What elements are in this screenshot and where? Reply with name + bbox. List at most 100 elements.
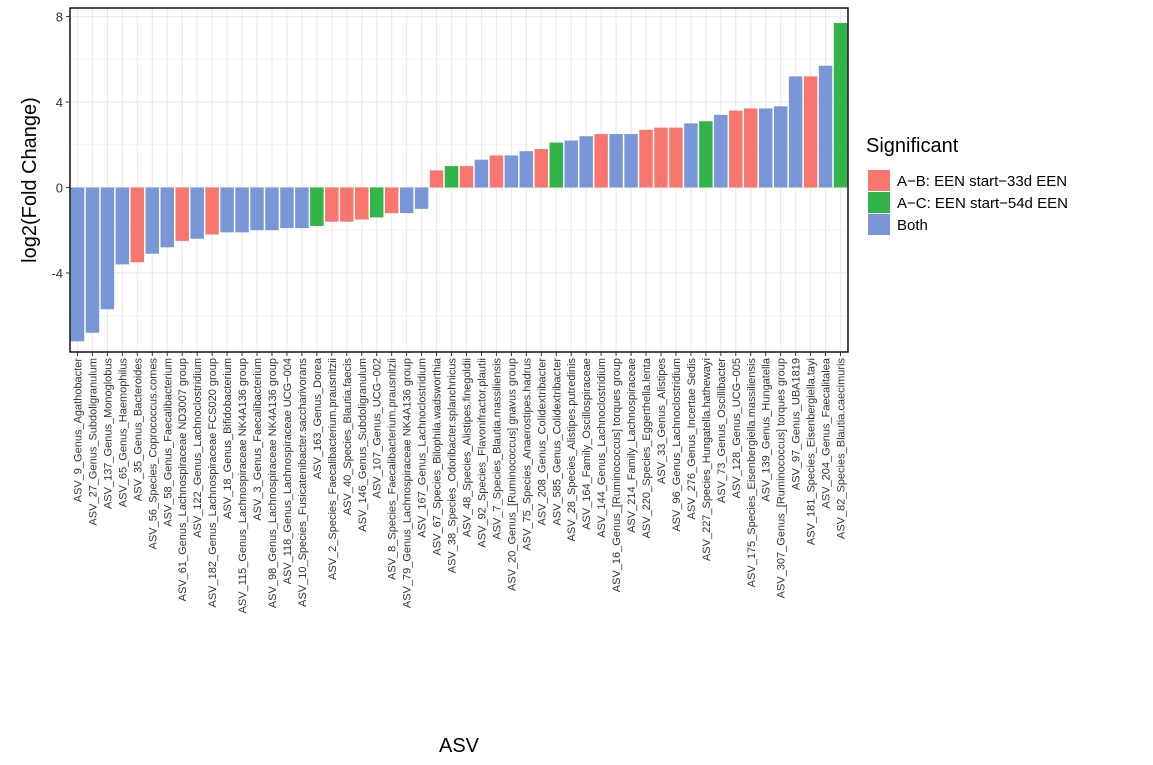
bar <box>594 134 608 188</box>
x-tick-label: ASV_35_Genus_Bacteroides <box>132 358 144 502</box>
x-tick-label: ASV_139_Genus_Hungatella <box>761 357 773 502</box>
y-tick-label: 4 <box>56 95 63 110</box>
bar <box>325 187 339 222</box>
bar <box>235 187 249 233</box>
bar <box>489 155 504 188</box>
x-tick-label: ASV_3_Genus_Faecalibacterium <box>252 358 264 521</box>
x-tick-label: ASV_115_Genus_Lachnospiraceae NK4A136 gr… <box>237 358 249 613</box>
bar <box>429 170 444 188</box>
bar <box>818 65 833 188</box>
x-tick-label: ASV_48_Species_Alistipes.finegoldii <box>461 358 473 537</box>
bar <box>459 166 474 188</box>
bar <box>758 108 773 188</box>
x-axis: ASV_9_Genus_Agathobacter ASV_27_Genus_Sub… <box>72 352 848 613</box>
x-tick-label: ASV_182_Genus_Lachnospiraceae FCS020 gro… <box>207 358 219 608</box>
x-tick-label: ASV_33_Genus_Alistipes <box>656 357 668 483</box>
bar <box>175 187 189 241</box>
bar <box>250 187 264 231</box>
y-tick-label: 0 <box>56 180 63 195</box>
x-tick-label: ASV_122_Genus_Lachnoclostridium <box>192 358 204 538</box>
legend: Significant A−B: EEN start−33d EEN A−C: E… <box>866 135 1068 235</box>
x-tick-label: ASV_20_Genus_[Ruminococcus] gnavus group <box>506 358 518 591</box>
x-tick-label: ASV_167_Genus_Lachnoclostridium <box>417 358 429 538</box>
x-tick-label: ASV_9_Genus_Agathobacter <box>72 358 84 503</box>
x-tick-label: ASV_75_Species_Anaerostipes.hadrus <box>521 358 533 551</box>
bar <box>310 187 324 226</box>
legend-label: A−B: EEN start−33d EEN <box>897 173 1067 190</box>
x-tick-label: ASV_16_Genus_[Ruminococcus] torques grou… <box>611 358 623 592</box>
bar <box>265 187 279 231</box>
x-tick-label: ASV_79_Genus_Lachnospiraceae NK4A136 gro… <box>402 358 414 608</box>
x-tick-label: ASV_97_Genus_UBA1819 <box>791 358 803 490</box>
bar <box>369 187 384 218</box>
bar <box>145 187 160 254</box>
bar <box>160 187 174 248</box>
x-tick-label: ASV_56_Species_Coprococcus.comes <box>147 358 159 550</box>
x-tick-label: ASV_61_Genus_Lachnospiraceae ND3007 grou… <box>177 358 189 601</box>
x-tick-label: ASV_214_Family_Lachnospiraceae <box>626 358 638 533</box>
x-tick-label: ASV_98_Genus_Lachnospiraceae NK4A136 gro… <box>267 358 279 608</box>
bar <box>833 22 848 188</box>
x-tick-label: ASV_227_Species_Hungatella.hathewayi <box>701 358 713 561</box>
x-tick-label: ASV_181_Species_Eisenbergiella.tayi <box>806 358 818 545</box>
bar <box>669 127 683 188</box>
bar <box>355 187 369 220</box>
x-tick-label: ASV_2_Species_Faecalibacterium.prausnitz… <box>327 358 339 580</box>
bar <box>280 187 294 229</box>
bars <box>70 22 848 342</box>
x-tick-label: ASV_220_Species_Eggerthella.lenta <box>641 357 653 538</box>
bar <box>444 166 459 188</box>
panel-border <box>69 7 849 353</box>
bar <box>474 159 489 188</box>
legend-label: A−C: EEN start−54d EEN <box>897 195 1068 212</box>
bar <box>85 187 100 333</box>
bar <box>130 187 145 263</box>
x-tick-label: ASV_40_Species_Blautia.faecis <box>342 358 354 516</box>
bar <box>803 76 818 188</box>
legend-swatch <box>868 214 890 235</box>
bar <box>295 187 309 229</box>
x-tick-label: ASV_208_Genus_Colidextribacter <box>536 358 548 526</box>
bar <box>205 187 219 235</box>
bar <box>190 187 204 239</box>
legend-swatch <box>868 192 890 213</box>
x-tick-label: ASV_96_Genus_Lachnoclostridium <box>671 358 683 532</box>
x-tick-label: ASV_307_Genus_[Ruminococcus] torques gro… <box>776 358 788 598</box>
bar <box>519 151 534 188</box>
x-tick-label: ASV_58_Genus_Faecalibacterium <box>162 358 174 527</box>
legend-title: Significant <box>866 135 959 157</box>
x-tick-label: ASV_73_Genus_Oscillibacter <box>716 358 728 503</box>
x-tick-label: ASV_137_Genus_Monoglobus <box>102 358 114 510</box>
bar <box>220 187 234 233</box>
bar <box>564 140 578 188</box>
bar <box>549 142 563 188</box>
x-tick-label: ASV_7_Species_Blautia.massiliensis <box>491 358 503 540</box>
bar <box>609 134 623 188</box>
bar <box>100 187 115 310</box>
x-tick-label: ASV_163_Genus_Dorea <box>312 357 324 479</box>
bar <box>654 127 668 188</box>
bar <box>504 155 519 188</box>
bar <box>639 129 653 188</box>
bar <box>414 187 429 209</box>
x-tick-label: ASV_92_Species_Flavonifractor.plautii <box>476 358 488 548</box>
x-tick-label: ASV_82_Species_Blautia.caecimuris <box>836 358 848 539</box>
x-tick-label: ASV_146_Genus_Subdoligranulum <box>357 358 369 532</box>
x-tick-label: ASV_164_Family_Oscillospiraceae <box>581 358 593 530</box>
x-tick-label: ASV_18_Genus_Bifidobacterium <box>222 358 234 519</box>
y-axis-title: log2(Fold Change) <box>19 97 41 263</box>
x-tick-label: ASV_118_Genus_Lachnospiraceae UCG−004 <box>282 358 294 584</box>
bar <box>340 187 354 222</box>
legend-swatch <box>868 170 890 191</box>
y-tick-label: 8 <box>56 10 63 25</box>
x-tick-label: ASV_10_Species_Fusicatenibacter.sacchari… <box>297 358 309 607</box>
y-tick-label: -4 <box>51 266 63 281</box>
x-tick-label: ASV_8_Species_Faecalibacterium.prausnitz… <box>387 358 399 580</box>
bar <box>684 123 698 188</box>
x-tick-label: ASV_128_Genus_UCG−005 <box>731 358 743 498</box>
bar <box>384 187 399 214</box>
bar <box>534 149 549 188</box>
x-axis-title: ASV <box>439 735 480 757</box>
bar <box>699 121 713 188</box>
